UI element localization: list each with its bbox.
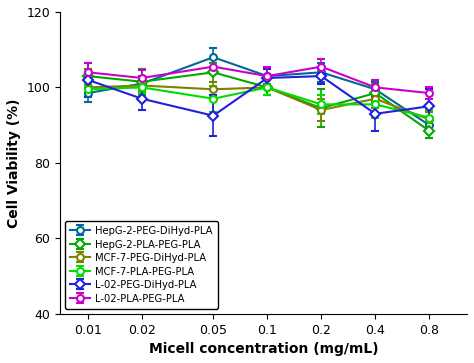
Y-axis label: Cell Viability (%): Cell Viability (%): [7, 98, 21, 228]
Legend: HepG-2-PEG-DiHyd-PLA, HepG-2-PLA-PEG-PLA, MCF-7-PEG-DiHyd-PLA, MCF-7-PLA-PEG-PLA: HepG-2-PEG-DiHyd-PLA, HepG-2-PLA-PEG-PLA…: [65, 221, 218, 309]
X-axis label: Micell concentration (mg/mL): Micell concentration (mg/mL): [149, 342, 378, 356]
